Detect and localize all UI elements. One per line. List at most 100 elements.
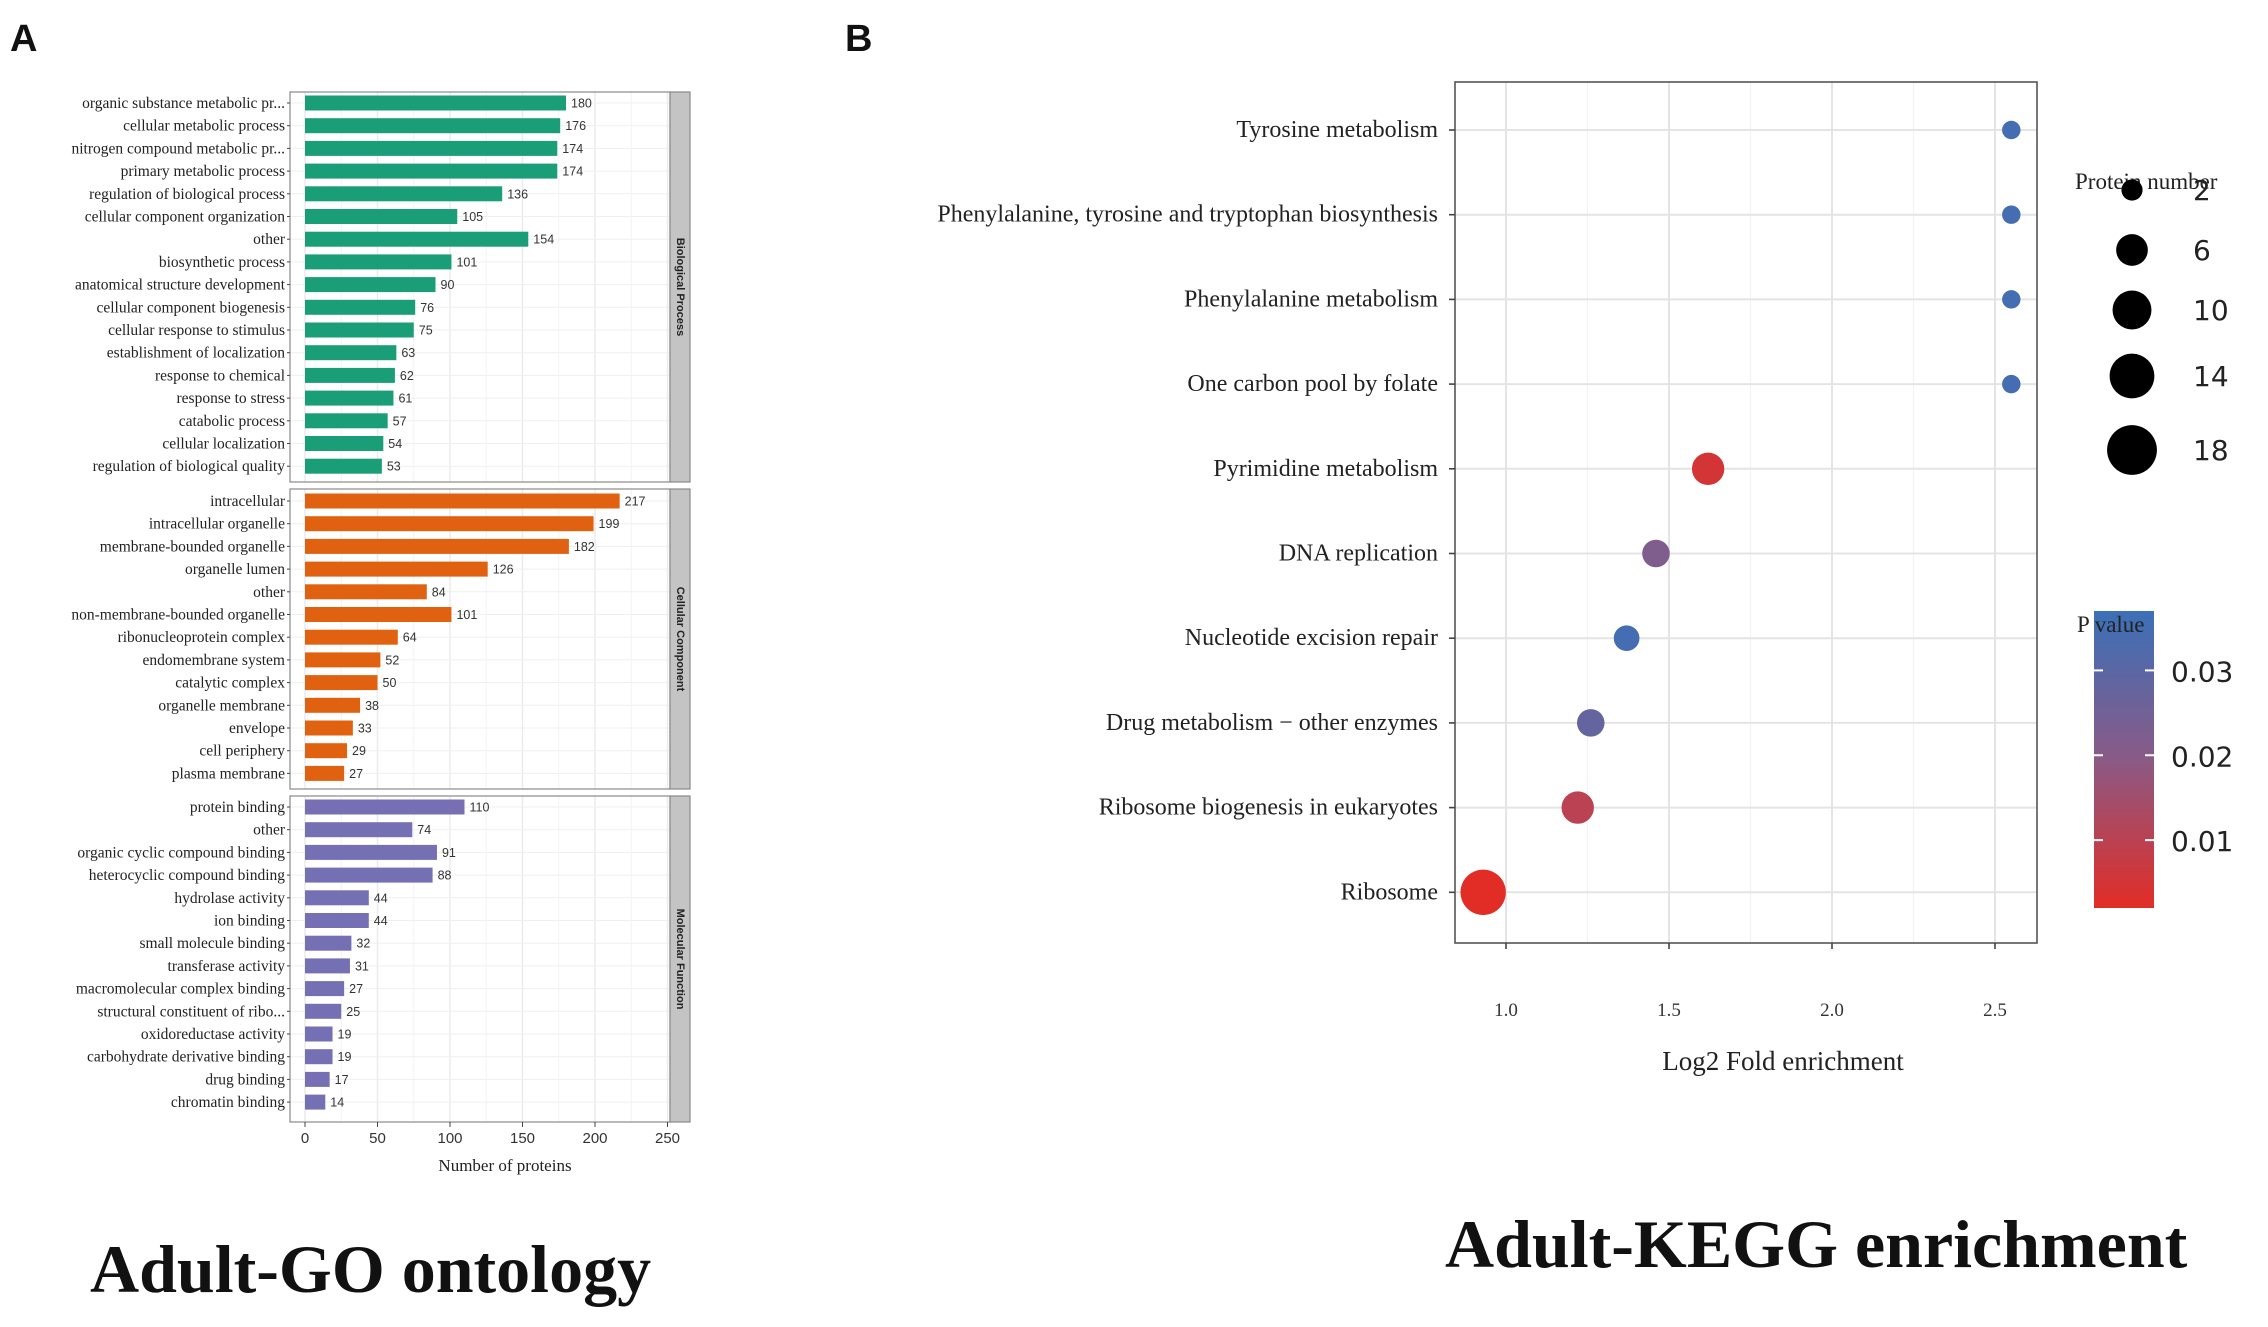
go-bar-value: 31 [355,959,369,973]
go-bar [305,390,394,406]
x-tick-label: 2.5 [1983,1000,2007,1021]
go-bar [305,277,436,293]
go-bar [305,254,452,270]
go-category-label: response to stress [177,390,286,407]
kegg-point [1691,452,1725,485]
go-category-label: primary metabolic process [121,163,285,180]
go-bar [305,345,397,361]
go-bar-value: 32 [356,937,370,951]
go-bar [305,584,427,600]
x-tick-label: 1.5 [1657,1000,1681,1021]
go-bar-value: 63 [401,346,415,360]
plot-frame [1454,81,2038,944]
pvalue-colorbar [2094,611,2154,908]
kegg-category-label: Drug metabolism − other enzymes [1106,710,1438,736]
panel-b-label: B [845,18,873,60]
kegg-point [1561,791,1594,824]
go-bar [305,743,348,759]
color-legend-label: 0.02 [2171,740,2233,773]
go-bar [305,867,433,883]
go-bar-value: 29 [352,744,366,758]
color-legend-title: P value [2077,612,2145,637]
go-bar [305,607,452,622]
go-bar-value: 19 [338,1050,352,1064]
x-tick-label: 50 [369,1130,386,1147]
go-category-label: anatomical structure development [75,277,286,294]
go-bar [305,458,382,474]
kegg-plot-area [1454,81,2038,944]
go-bar-value: 136 [507,187,528,201]
facet-strip-label: Molecular Function [674,909,686,1010]
size-legend-label: 10 [2193,294,2229,327]
go-bar [305,538,569,554]
go-bar [305,322,414,338]
go-category-label: macromolecular complex binding [76,981,285,998]
go-bar [305,1071,330,1087]
kegg-category-label: One carbon pool by folate [1187,371,1438,397]
go-bar [305,299,416,315]
kegg-category-label: Ribosome [1341,879,1438,905]
kegg-category-label: Pyrimidine metabolism [1213,456,1438,482]
go-bar-value: 27 [349,767,363,781]
kegg-point [2002,205,2021,224]
go-category-label: membrane-bounded organelle [100,538,285,555]
go-bar-value: 75 [419,324,433,338]
go-bar [305,231,529,247]
go-bar [305,844,437,860]
go-bar [305,1003,342,1019]
go-bar [305,1094,326,1110]
go-category-label: regulation of biological quality [93,458,286,475]
go-bar [305,186,503,202]
go-bar-value: 110 [470,801,490,815]
go-bar [305,958,350,974]
go-bar [305,697,361,713]
go-category-label: non-membrane-bounded organelle [71,607,285,624]
size-legend-dot [2116,234,2148,266]
go-bar [305,118,561,134]
go-bar-value: 105 [462,210,483,224]
go-category-label: endomembrane system [143,652,285,669]
kegg-category-label: Tyrosine metabolism [1236,117,1438,143]
go-category-label: cellular localization [162,436,285,453]
caption-kegg-enrichment: Adult-KEGG enrichment [1445,1206,2188,1282]
go-category-label: heterocyclic compound binding [89,867,286,884]
go-category-label: drug binding [205,1071,285,1088]
kegg-point [1613,625,1640,652]
go-bar [305,913,369,928]
go-category-label: ion binding [214,913,285,930]
go-category-label: catalytic complex [175,675,285,692]
x-tick-label: 1.0 [1494,1000,1518,1021]
go-bar-value: 76 [420,301,434,315]
plot-background [1455,82,2037,943]
kegg-category-label: Ribosome biogenesis in eukaryotes [1099,795,1438,821]
go-bar [305,209,458,224]
go-bar-value: 174 [562,165,583,179]
go-bar [305,493,620,509]
go-bar [305,1026,333,1042]
size-legend-dot [2107,425,2157,475]
size-legend-dot [2109,353,2155,399]
go-bar-value: 19 [338,1028,352,1042]
go-bar-value: 50 [383,676,397,690]
kegg-category-label: Nucleotide excision repair [1185,625,1438,651]
go-category-label: nitrogen compound metabolic pr... [71,140,285,157]
go-category-label: ribonucleoprotein complex [118,629,286,646]
go-category-label: plasma membrane [172,765,285,782]
size-legend-title: Protein number [2075,169,2218,194]
size-legend-dot [2121,179,2143,201]
go-bar-value: 91 [442,846,456,860]
go-bar-value: 33 [358,722,372,736]
go-category-label: envelope [229,720,285,737]
go-category-label: carbohydrate derivative binding [87,1049,285,1066]
go-bar-value: 74 [417,823,431,837]
x-tick-label: 150 [510,1130,535,1147]
kegg-point [1460,869,1506,915]
go-bar-value: 25 [346,1005,360,1019]
go-category-label: other [253,822,286,839]
go-category-label: organelle lumen [185,561,285,578]
go-bar-value: 90 [441,278,455,292]
go-category-label: biosynthetic process [159,254,285,271]
go-bar [305,675,378,691]
go-bar-value: 182 [574,540,595,554]
go-bar-value: 88 [438,869,452,883]
